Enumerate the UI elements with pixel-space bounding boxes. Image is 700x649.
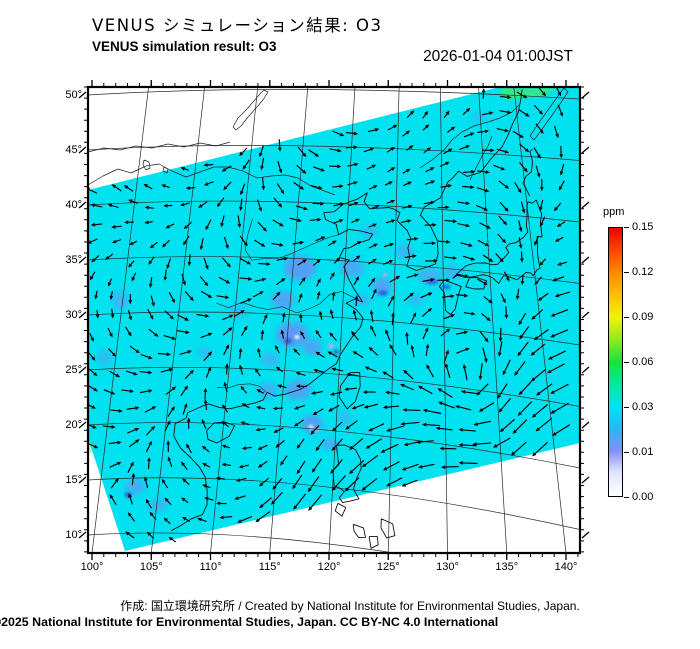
major-ticks	[78, 80, 590, 560]
page-title-english: VENUS simulation result: O3	[92, 39, 277, 54]
o3-low-patch	[339, 409, 351, 427]
o3-low-patch	[354, 294, 370, 306]
lat-tick-label: 25°	[65, 364, 82, 376]
colorbar-tick-label: 0.15	[632, 221, 654, 233]
colorbar-tick	[624, 361, 629, 363]
colorbar-tick-label: 0.03	[632, 401, 654, 413]
lat-tick-label: 45°	[65, 144, 82, 156]
lon-tick-label: 120°	[317, 561, 341, 573]
colorbar-tick-label: 0.09	[632, 311, 654, 323]
lon-tick-label: 140°	[554, 561, 578, 573]
o3-low-patch	[271, 291, 295, 309]
o3-white-speck	[294, 335, 300, 339]
o3-low-patch	[372, 278, 392, 294]
o3-low-patch	[301, 415, 323, 433]
borders-lakes	[88, 87, 569, 196]
o3-low-patch	[284, 256, 316, 280]
colorbar-tick-label: 0.12	[632, 266, 654, 278]
o3-green-edge	[498, 88, 558, 100]
o3-low-patch	[395, 245, 413, 259]
lon-tick-label: 115°	[258, 561, 281, 573]
colorbar-unit-label: ppm	[603, 206, 625, 218]
o3-deep-patch	[124, 492, 132, 498]
license-text: ©2025 National Institute for Environment…	[0, 615, 499, 629]
colorbar	[608, 227, 623, 497]
lon-tick-label: 100°	[80, 561, 104, 573]
o3-low-patch	[125, 479, 145, 495]
o3-low-patch	[97, 350, 111, 366]
o3-field-swath	[88, 87, 580, 551]
o3-white-speck	[309, 425, 313, 429]
map-inner	[88, 87, 580, 553]
colorbar-tick	[624, 226, 629, 228]
lat-tick-label: 10°	[65, 529, 82, 541]
o3-deep-patch	[378, 290, 388, 296]
colorbar-tick-label: 0.06	[632, 356, 654, 368]
lat-tick-label: 50°	[65, 89, 82, 101]
o3-low-patch	[261, 353, 279, 367]
lat-tick-label: 40°	[65, 199, 82, 211]
colorbar-tick	[624, 451, 629, 453]
lon-tick-label: 105°	[139, 561, 163, 573]
o3-deep-patch	[333, 349, 339, 355]
o3-deep-patch	[441, 284, 451, 290]
o3-low-patch	[361, 226, 379, 238]
page-title-japanese: VENUS シミュレーション結果: O3	[92, 16, 383, 35]
o3-low-patch	[471, 113, 485, 123]
colorbar-tick-label: 0.00	[632, 491, 654, 503]
colorbar-tick	[624, 496, 629, 498]
lat-tick-label: 30°	[65, 309, 82, 321]
o3-lavender-speck	[382, 273, 388, 277]
o3-low-patch	[112, 290, 128, 310]
o3-low-patch	[418, 269, 442, 283]
o3-low-patch	[302, 339, 322, 355]
colorbar-gradient	[609, 228, 622, 496]
lat-lon-graticule	[88, 87, 580, 553]
o3-low-patch	[409, 295, 423, 305]
timestamp: 2026-01-04 01:00JST	[423, 48, 573, 65]
o3-low-patch	[322, 438, 338, 450]
colorbar-tick	[624, 406, 629, 408]
lat-tick-label: 15°	[65, 474, 82, 486]
credit-text: 作成: 国立環境研究所 / Created by National Instit…	[120, 599, 580, 613]
o3-low-patch	[149, 498, 167, 512]
o3-deep-patch	[284, 338, 292, 344]
o3-low-patch	[258, 382, 278, 398]
minor-ticks	[84, 83, 584, 557]
o3-low-patch	[443, 266, 461, 278]
wind-vector-shafts	[88, 87, 571, 543]
colorbar-tick	[624, 271, 629, 273]
o3-low-patch	[229, 305, 247, 319]
lat-tick-label: 20°	[65, 419, 82, 431]
colorbar-tick-label: 0.01	[632, 446, 654, 458]
colorbar-tick	[624, 316, 629, 318]
lon-tick-label: 130°	[436, 561, 459, 573]
lon-tick-label: 125°	[376, 561, 400, 573]
o3-low-patch	[197, 346, 213, 358]
o3-lavender-speck	[328, 343, 334, 349]
lon-tick-label: 135°	[495, 561, 519, 573]
lat-tick-label: 35°	[65, 254, 82, 266]
coastlines	[171, 89, 543, 549]
lon-tick-label: 110°	[199, 561, 222, 573]
